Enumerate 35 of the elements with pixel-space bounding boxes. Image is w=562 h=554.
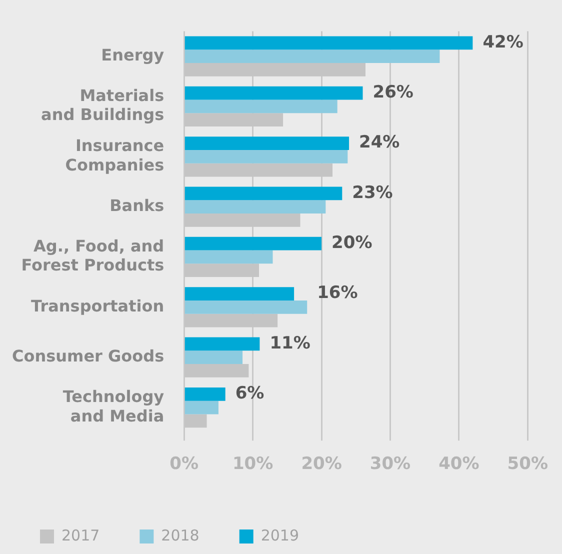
data-label: 24% [359, 132, 400, 153]
data-label: 6% [235, 384, 264, 404]
y-tick-label: Technology and Media [62, 387, 165, 426]
y-tick-label: Materials and Buildings [41, 86, 164, 124]
y-tick-label: Banks [110, 196, 164, 215]
y-tick-label: Ag., Food, and Forest Products [21, 236, 164, 275]
y-tick-label: Consumer Goods [12, 346, 164, 366]
bar [184, 287, 294, 300]
bar [184, 200, 326, 214]
bar [184, 150, 348, 164]
bar [184, 250, 273, 264]
bar [184, 50, 440, 63]
data-label: 16% [317, 283, 358, 304]
bar [184, 236, 322, 250]
data-label: 11% [270, 333, 310, 354]
legend-label: 2017 [62, 526, 100, 544]
bar [184, 300, 308, 314]
y-tick-label: Energy [101, 45, 165, 64]
bar [184, 400, 218, 414]
legend-label: 2018 [161, 526, 200, 544]
bar [184, 350, 243, 364]
bar [184, 100, 338, 114]
bar [184, 136, 350, 150]
data-label: 42% [482, 32, 524, 52]
bar [184, 337, 260, 351]
bar [184, 86, 363, 100]
y-tick-label: Insurance Companies [65, 136, 164, 174]
bar [184, 186, 342, 200]
legend-label: 2019 [260, 526, 300, 544]
bar [184, 387, 226, 401]
y-tick-label: Transportation [31, 296, 164, 316]
bar [184, 36, 473, 50]
data-label: 20% [332, 233, 372, 254]
data-label: 26% [372, 82, 414, 103]
data-label: 23% [352, 182, 393, 203]
